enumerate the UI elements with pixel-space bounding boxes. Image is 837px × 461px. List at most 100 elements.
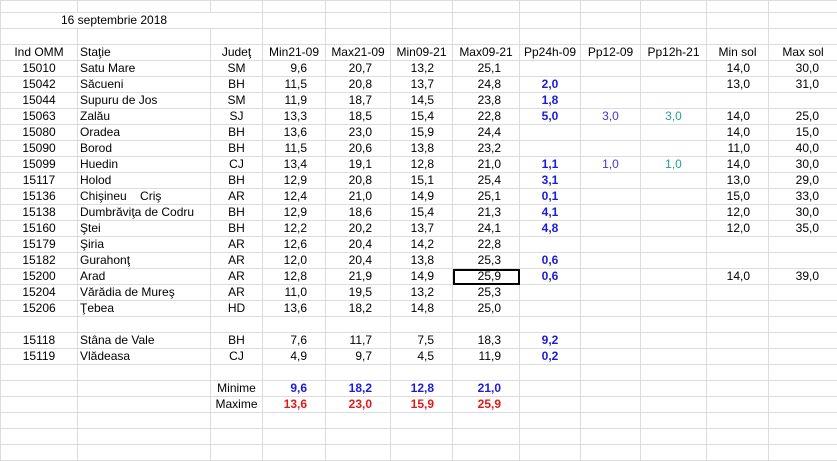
cell[interactable]	[326, 365, 391, 381]
cell[interactable]: 13,2	[391, 285, 453, 301]
cell[interactable]: BH	[211, 141, 263, 157]
cell[interactable]: 14,0	[707, 61, 769, 77]
cell[interactable]: 11,9	[453, 349, 520, 365]
cell[interactable]	[769, 1, 837, 13]
cell[interactable]	[707, 253, 769, 269]
cell[interactable]: 18,6	[326, 205, 391, 221]
cell[interactable]: CJ	[211, 157, 263, 173]
cell[interactable]	[326, 1, 391, 13]
cell[interactable]: SM	[211, 61, 263, 77]
cell[interactable]: 22,8	[453, 237, 520, 253]
cell[interactable]: 13,8	[391, 141, 453, 157]
header-cell[interactable]: Staţie	[78, 45, 211, 61]
cell[interactable]	[707, 237, 769, 253]
cell[interactable]: 15,1	[391, 173, 453, 189]
cell[interactable]: 13,7	[391, 221, 453, 237]
cell[interactable]	[707, 413, 769, 429]
cell[interactable]: 11,0	[707, 141, 769, 157]
summary-value[interactable]: 23,0	[326, 397, 391, 413]
cell[interactable]: 15,0	[769, 125, 837, 141]
cell[interactable]: BH	[211, 77, 263, 93]
cell[interactable]	[769, 365, 837, 381]
cell[interactable]: 2,0	[520, 77, 581, 93]
cell[interactable]	[641, 237, 707, 253]
cell[interactable]: 1,8	[520, 93, 581, 109]
cell[interactable]	[581, 445, 641, 461]
cell[interactable]: 14,0	[707, 157, 769, 173]
cell[interactable]	[453, 29, 520, 45]
cell[interactable]	[769, 93, 837, 109]
cell[interactable]: Vlădeasa	[78, 349, 211, 365]
cell[interactable]	[453, 413, 520, 429]
summary-value[interactable]: 21,0	[453, 381, 520, 397]
cell[interactable]: 12,0	[707, 205, 769, 221]
cell[interactable]	[520, 125, 581, 141]
cell[interactable]: 4,5	[391, 349, 453, 365]
cell[interactable]: 30,0	[769, 157, 837, 173]
cell[interactable]	[707, 285, 769, 301]
cell[interactable]	[520, 413, 581, 429]
cell[interactable]: 15,4	[391, 205, 453, 221]
cell[interactable]: 25,1	[453, 61, 520, 77]
cell[interactable]: 25,3	[453, 285, 520, 301]
cell[interactable]	[211, 29, 263, 45]
cell[interactable]: 9,6	[263, 61, 326, 77]
cell[interactable]	[263, 365, 326, 381]
cell[interactable]	[769, 349, 837, 365]
cell[interactable]: 21,9	[326, 269, 391, 285]
cell[interactable]: Dumbrăviţa de Codru	[78, 205, 211, 221]
cell[interactable]: 12,6	[263, 237, 326, 253]
cell[interactable]	[520, 381, 581, 397]
cell[interactable]	[326, 29, 391, 45]
cell[interactable]: 5,0	[520, 109, 581, 125]
cell[interactable]: 15080	[1, 125, 78, 141]
cell[interactable]	[211, 445, 263, 461]
cell[interactable]: 3,0	[581, 109, 641, 125]
cell[interactable]	[1, 1, 78, 13]
cell[interactable]	[520, 237, 581, 253]
cell[interactable]: Chişineu Criş	[78, 189, 211, 205]
cell[interactable]	[707, 381, 769, 397]
cell[interactable]	[78, 381, 211, 397]
cell[interactable]	[769, 285, 837, 301]
cell[interactable]: 9,2	[520, 333, 581, 349]
cell[interactable]: 0,6	[520, 253, 581, 269]
cell[interactable]: 20,4	[326, 253, 391, 269]
cell[interactable]	[520, 1, 581, 13]
header-cell[interactable]: Ind OMM	[1, 45, 78, 61]
cell[interactable]: 24,8	[453, 77, 520, 93]
cell[interactable]: Satu Mare	[78, 61, 211, 77]
cell[interactable]	[78, 365, 211, 381]
cell[interactable]	[769, 13, 837, 29]
cell[interactable]: 18,3	[453, 333, 520, 349]
date-cell[interactable]: 16 septembrie 2018	[1, 13, 263, 29]
cell[interactable]	[707, 93, 769, 109]
cell[interactable]: 1,0	[641, 157, 707, 173]
cell[interactable]	[641, 365, 707, 381]
cell[interactable]: 15206	[1, 301, 78, 317]
cell[interactable]: 9,7	[326, 349, 391, 365]
cell[interactable]	[641, 317, 707, 333]
cell[interactable]: 31,0	[769, 77, 837, 93]
cell[interactable]: Ştei	[78, 221, 211, 237]
cell[interactable]	[581, 77, 641, 93]
cell[interactable]: 24,1	[453, 221, 520, 237]
cell[interactable]	[78, 429, 211, 445]
cell[interactable]	[707, 13, 769, 29]
cell[interactable]: 12,9	[263, 173, 326, 189]
cell[interactable]	[707, 29, 769, 45]
header-cell[interactable]: Judeţ	[211, 45, 263, 61]
cell[interactable]: BH	[211, 125, 263, 141]
header-cell[interactable]: Min09-21	[391, 45, 453, 61]
cell[interactable]	[641, 189, 707, 205]
cell[interactable]	[769, 301, 837, 317]
cell[interactable]: BH	[211, 333, 263, 349]
cell[interactable]	[326, 429, 391, 445]
cell[interactable]	[453, 445, 520, 461]
cell[interactable]	[581, 253, 641, 269]
cell[interactable]	[769, 237, 837, 253]
cell[interactable]	[520, 13, 581, 29]
cell[interactable]	[641, 141, 707, 157]
cell[interactable]: 15179	[1, 237, 78, 253]
cell[interactable]: Holod	[78, 173, 211, 189]
